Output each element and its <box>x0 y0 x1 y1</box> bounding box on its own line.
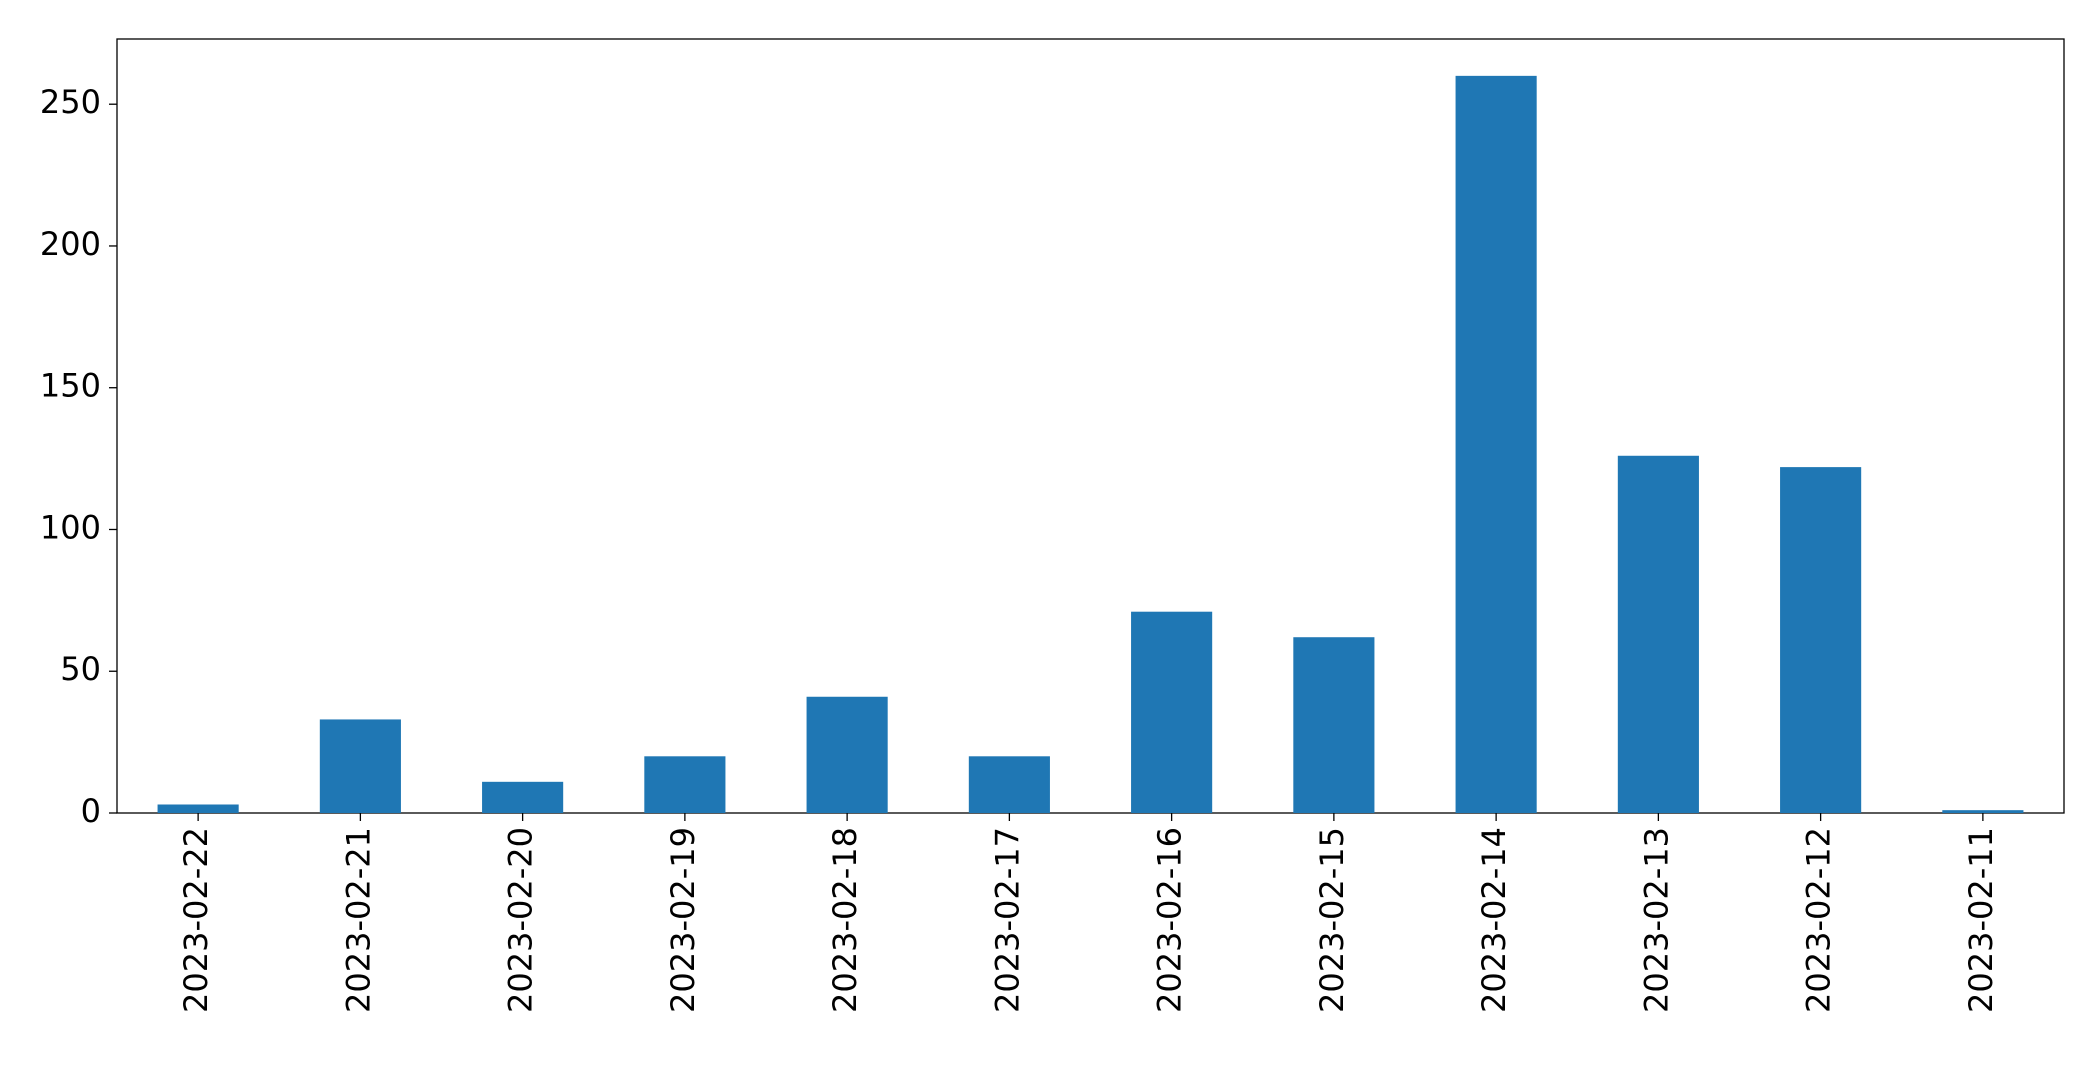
bar <box>1617 455 1699 813</box>
y-tick-label: 0 <box>81 792 101 830</box>
plot-frame <box>116 38 2065 814</box>
bar <box>968 756 1050 813</box>
bar <box>1780 467 1862 813</box>
y-tick-label: 150 <box>40 367 101 405</box>
x-tick-label: 2023-02-19 <box>664 827 702 1013</box>
bar <box>1131 611 1213 813</box>
x-tick-label: 2023-02-21 <box>339 827 377 1013</box>
bar <box>157 804 239 813</box>
y-tick-label: 200 <box>40 225 101 263</box>
x-tick-label: 2023-02-17 <box>988 827 1026 1013</box>
x-tick-label: 2023-02-18 <box>826 827 864 1013</box>
x-tick-label: 2023-02-20 <box>502 827 540 1013</box>
x-tick-label: 2023-02-12 <box>1800 827 1838 1013</box>
bar <box>1293 637 1375 813</box>
bar <box>482 781 564 813</box>
x-tick-label: 2023-02-15 <box>1313 827 1351 1013</box>
bar <box>319 719 401 813</box>
bar <box>1455 75 1537 814</box>
x-tick-label: 2023-02-16 <box>1151 827 1189 1013</box>
y-tick-label: 50 <box>60 650 101 688</box>
y-tick-label: 100 <box>40 508 101 546</box>
x-tick-label: 2023-02-11 <box>1962 827 2000 1013</box>
x-tick-label: 2023-02-13 <box>1637 827 1675 1013</box>
bar <box>644 756 726 813</box>
bar <box>806 696 888 813</box>
x-tick-label: 2023-02-14 <box>1475 827 1513 1013</box>
y-tick-label: 250 <box>40 83 101 121</box>
bar <box>1942 810 2024 813</box>
x-tick-label: 2023-02-22 <box>177 827 215 1013</box>
